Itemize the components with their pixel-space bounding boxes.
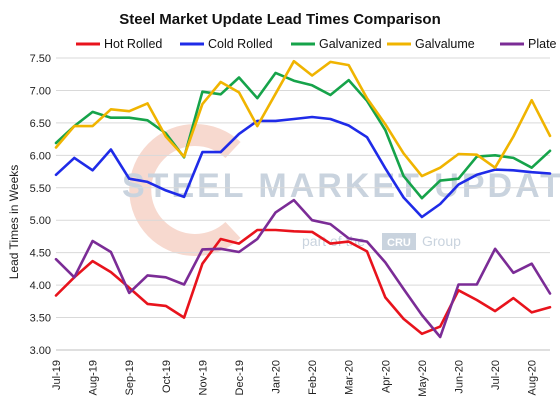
series-layer	[54, 59, 552, 339]
legend-label: Galvalume	[415, 37, 475, 51]
y-tick-label: 7.50	[30, 53, 51, 65]
x-tick-label: Sep-19	[124, 360, 136, 395]
watermark-arc	[129, 124, 241, 256]
series-line-hot-rolled	[54, 228, 552, 336]
y-tick-label: 3.00	[30, 345, 51, 357]
series-line-galvanized	[54, 71, 552, 200]
series-line-galvalume	[54, 59, 552, 178]
x-tick-label: Nov-19	[197, 360, 209, 395]
legend-label: Cold Rolled	[208, 37, 273, 51]
axes: 3.00 3.50 4.00 4.50 5.00 5.50 6.00 6.50 7.00 7.50…	[30, 53, 550, 397]
watermark-sub-suffix: Group	[422, 233, 461, 249]
series-line-plate	[54, 198, 552, 339]
y-tick-label: 4.00	[30, 280, 51, 292]
x-tick-label: Oct-19	[161, 360, 173, 393]
legend: Hot Rolled Cold Rolled Galvanized Galvalume…	[76, 37, 557, 51]
y-tick-label: 6.00	[30, 150, 51, 162]
y-tick-label: 7.00	[30, 85, 51, 97]
x-tick-label: Jun-20	[454, 360, 466, 394]
legend-label: Hot Rolled	[104, 37, 162, 51]
legend-label: Galvanized	[319, 37, 382, 51]
y-tick-label: 5.50	[30, 183, 51, 195]
y-tick-label: 4.50	[30, 248, 51, 260]
series-line-cold-rolled	[54, 115, 552, 219]
x-tick-label: Aug-19	[88, 360, 100, 395]
x-tick-label: May-20	[417, 360, 429, 397]
x-tick-label: Mar-20	[344, 360, 356, 395]
legend-label: Plate	[528, 37, 557, 51]
watermark-badge-bg	[382, 233, 416, 250]
chart-title: Steel Market Update Lead Times Compariso…	[119, 11, 440, 28]
y-tick-label: 3.50	[30, 313, 51, 325]
watermark-badge-text: CRU	[387, 237, 411, 249]
x-tick-label: Dec-19	[234, 360, 246, 395]
x-tick-label: Feb-20	[307, 360, 319, 395]
x-tick-label: Jul-19	[51, 360, 63, 390]
y-tick-label: 5.00	[30, 215, 51, 227]
y-axis-label: Lead Times in Weeks	[7, 165, 21, 280]
x-tick-label: Apr-20	[380, 360, 392, 393]
x-tick-label: Jan-20	[271, 360, 283, 394]
x-tick-label: Jul-20	[490, 360, 502, 390]
y-tick-label: 6.50	[30, 118, 51, 130]
x-tick-label: Aug-20	[527, 360, 539, 395]
